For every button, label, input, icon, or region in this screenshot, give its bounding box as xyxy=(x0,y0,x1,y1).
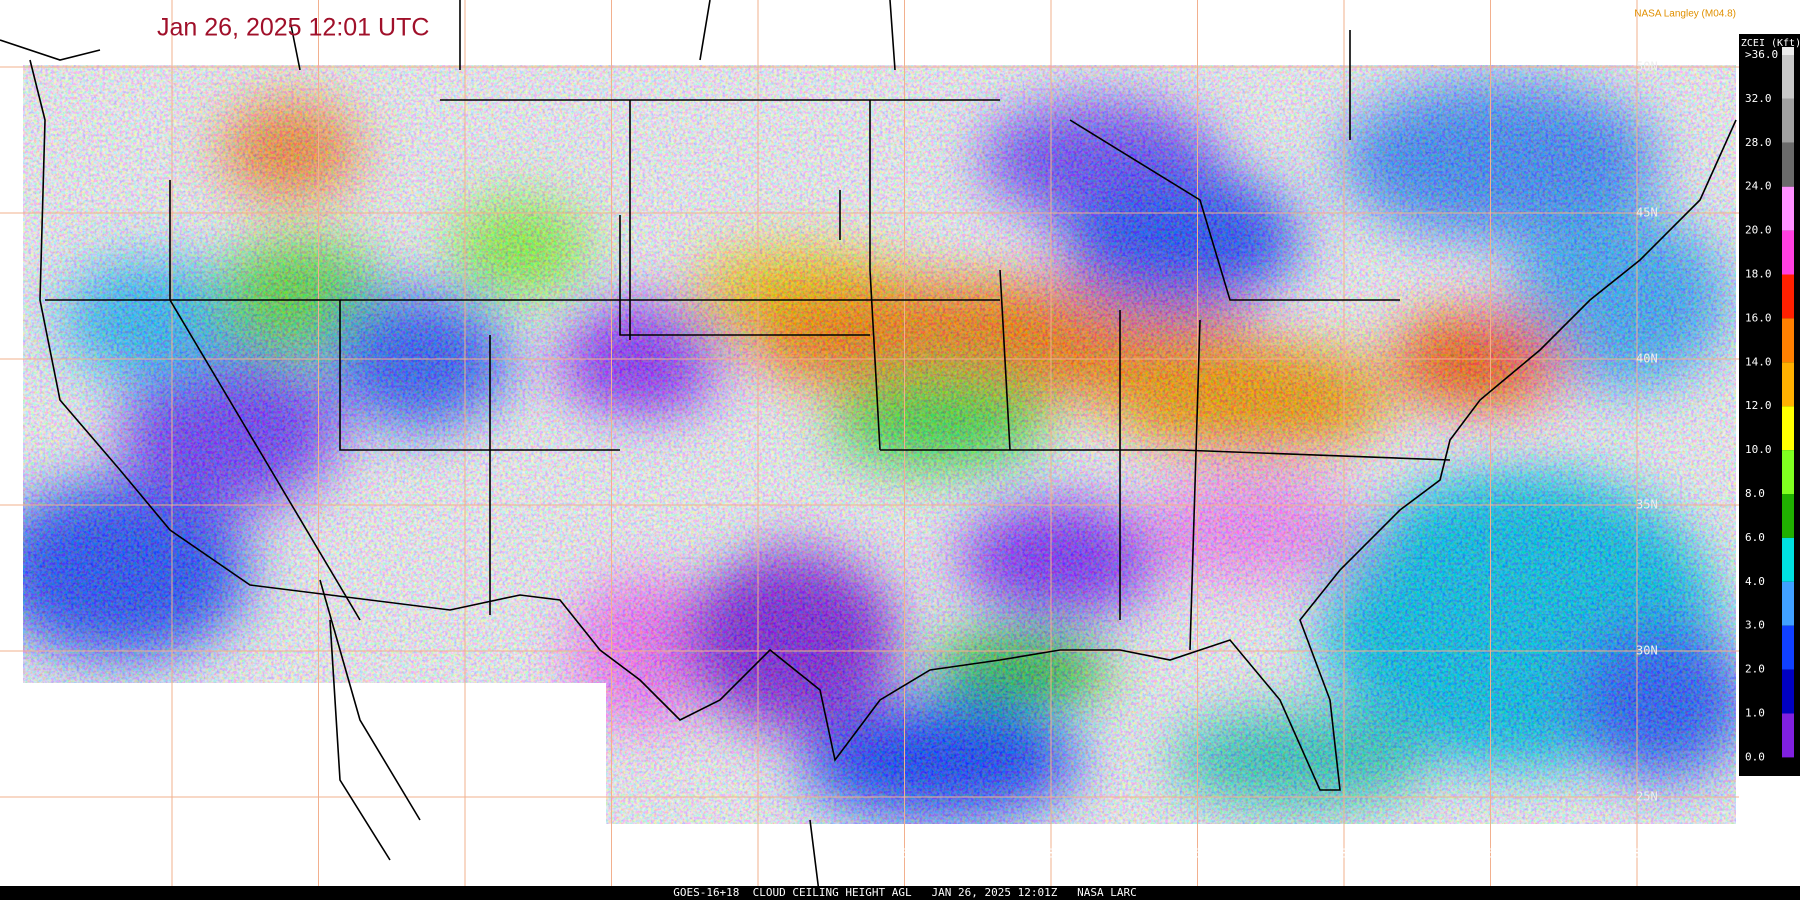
footer: GOES-16+18 CLOUD CEILING HEIGHT AGL JAN … xyxy=(673,886,1137,899)
legend-swatch xyxy=(1782,537,1794,582)
longitude-label: 100W xyxy=(744,847,774,861)
longitude-label: 105W xyxy=(597,847,627,861)
legend-label: 4.0 xyxy=(1745,575,1765,588)
legend-swatch xyxy=(1782,669,1794,714)
legend-label: 16.0 xyxy=(1745,311,1772,324)
legend-title: ZCEI (Kft) xyxy=(1741,38,1800,49)
legend-label: 1.0 xyxy=(1745,707,1765,720)
longitude-label: 80W xyxy=(1333,847,1355,861)
legend-swatch xyxy=(1782,406,1794,451)
legend-swatch xyxy=(1782,55,1794,99)
legend-label: 24.0 xyxy=(1745,180,1772,193)
longitude-label: 115W xyxy=(304,847,334,861)
legend-label: 8.0 xyxy=(1745,487,1765,500)
legend-swatch xyxy=(1782,98,1794,143)
latitude-label: 45N xyxy=(1636,206,1658,220)
latitude-label: 40N xyxy=(1636,352,1658,366)
legend-label: >36.0 xyxy=(1745,48,1778,61)
longitude-label: 70W xyxy=(1626,847,1648,861)
legend-swatch xyxy=(1782,450,1794,494)
latitude-label: 25N xyxy=(1636,790,1658,804)
legend-label: 6.0 xyxy=(1745,531,1765,544)
legend-swatch xyxy=(1782,318,1794,363)
legend-swatch xyxy=(1782,274,1794,319)
legend-label: 10.0 xyxy=(1745,443,1772,456)
longitude-label: 85W xyxy=(1187,847,1209,861)
legend-swatch xyxy=(1782,47,1794,55)
latitude-label: 35N xyxy=(1636,498,1658,512)
legend-label: 18.0 xyxy=(1745,268,1772,281)
longitude-label: 110W xyxy=(451,847,481,861)
boundaries xyxy=(0,0,1737,900)
longitude-label: 90W xyxy=(1040,847,1062,861)
credit: NASA Langley (M04.8) xyxy=(1634,9,1736,20)
longitude-label: 75W xyxy=(1480,847,1502,861)
legend-label: 0.0 xyxy=(1745,750,1765,763)
longitude-label: 95W xyxy=(894,847,916,861)
legend-swatch xyxy=(1782,625,1794,670)
legend-label: 20.0 xyxy=(1745,224,1772,237)
legend-swatch xyxy=(1782,494,1794,538)
latitude-label: 30N xyxy=(1636,644,1658,658)
legend-swatch xyxy=(1782,142,1794,187)
legend-label: 2.0 xyxy=(1745,663,1765,676)
title: Jan 26, 2025 12:01 UTC xyxy=(157,14,429,42)
longitude-label: 120W xyxy=(158,847,188,861)
legend-label: 3.0 xyxy=(1745,619,1765,632)
legend-swatch xyxy=(1782,362,1794,407)
legend-swatch xyxy=(1782,230,1794,275)
legend: >36.0 32.0 28.0 24.0 20.0 18.0 16.0 14.0 12.0 10.… xyxy=(1745,47,1794,763)
legend-label: 32.0 xyxy=(1745,92,1772,105)
legend-label: 12.0 xyxy=(1745,399,1772,412)
legend-swatch xyxy=(1782,186,1794,231)
latitude-label: 50N xyxy=(1636,60,1658,74)
legend-swatch xyxy=(1782,581,1794,626)
legend-label: 28.0 xyxy=(1745,136,1772,149)
legend-swatch xyxy=(1782,713,1794,758)
footer-band xyxy=(0,886,1800,900)
legend-label: 14.0 xyxy=(1745,355,1772,368)
